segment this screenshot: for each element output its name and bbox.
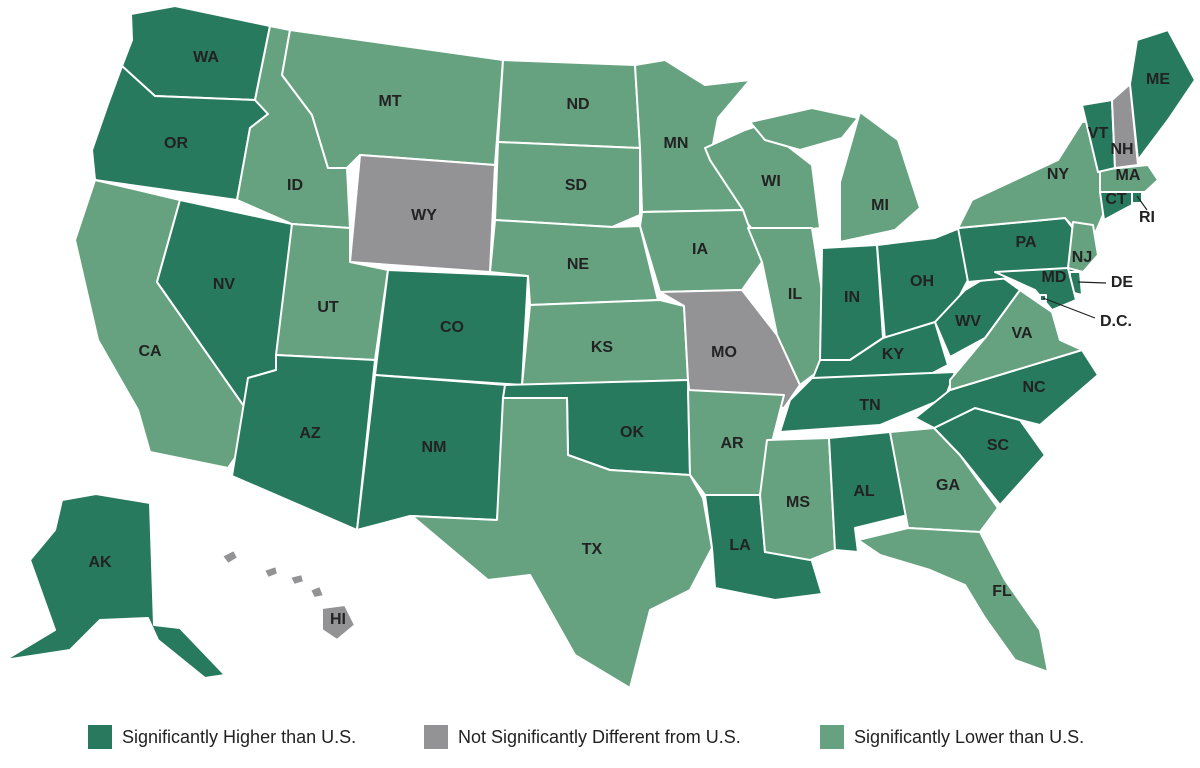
state-il	[747, 227, 829, 386]
state-label-ne: NE	[567, 256, 590, 273]
state-wv	[934, 271, 1021, 358]
state-fl	[857, 527, 1049, 673]
state-label-ri: RI	[1139, 209, 1155, 226]
state-label-md: MD	[1042, 269, 1067, 286]
state-mi	[749, 107, 859, 151]
callout-line-ri	[1136, 195, 1148, 211]
state-labels: WA OR CA NV ID MT WY UT AZ CO NM ND SD NE KS OK TX MN IA MO…	[88, 49, 1170, 628]
state-label-mi: MI	[871, 197, 889, 214]
state-label-tx: TX	[582, 541, 603, 558]
state-label-nh: NH	[1110, 141, 1133, 158]
state-az	[231, 354, 376, 531]
state-label-ky: KY	[882, 346, 905, 363]
state-label-va: VA	[1011, 325, 1032, 342]
legend-swatch-lower	[820, 725, 844, 749]
state-ak	[4, 493, 226, 679]
state-label-hi: HI	[330, 611, 346, 628]
state-tx	[411, 397, 713, 689]
state-label-nv: NV	[213, 276, 236, 293]
state-md	[994, 267, 1077, 311]
state-label-tn: TN	[859, 397, 880, 414]
state-label-wv: WV	[955, 313, 981, 330]
state-label-oh: OH	[910, 273, 934, 290]
state-label-az: AZ	[299, 425, 321, 442]
state-label-wi: WI	[761, 173, 781, 190]
state-label-ia: IA	[692, 241, 708, 258]
state-label-in: IN	[844, 289, 860, 306]
state-hi	[221, 549, 239, 565]
state-label-ny: NY	[1047, 166, 1070, 183]
state-label-id: ID	[287, 177, 303, 194]
state-label-mt: MT	[378, 93, 401, 110]
state-label-ct: CT	[1105, 191, 1127, 208]
label-callouts	[1042, 195, 1148, 319]
state-label-nm: NM	[422, 439, 447, 456]
state-hi	[309, 585, 325, 599]
state-label-vt: VT	[1088, 125, 1109, 142]
state-label-sd: SD	[565, 177, 587, 194]
state-label-la: LA	[729, 537, 751, 554]
state-tn	[779, 371, 956, 433]
state-label-nj: NJ	[1072, 249, 1092, 266]
state-label-or: OR	[164, 135, 188, 152]
state-label-nd: ND	[566, 96, 589, 113]
legend-item-nodiff: Not Significantly Different from U.S.	[424, 724, 741, 750]
state-label-ms: MS	[786, 494, 810, 511]
state-label-me: ME	[1146, 71, 1170, 88]
legend-item-higher: Significantly Higher than U.S.	[88, 724, 356, 750]
state-hi	[289, 573, 305, 586]
state-label-wa: WA	[193, 49, 219, 66]
state-label-nc: NC	[1022, 379, 1046, 396]
state-mn	[634, 59, 751, 213]
state-mi	[839, 111, 921, 243]
state-label-pa: PA	[1015, 234, 1036, 251]
legend-swatch-higher	[88, 725, 112, 749]
state-shapes	[4, 5, 1196, 689]
legend-item-lower: Significantly Lower than U.S.	[820, 724, 1084, 750]
state-label-mn: MN	[664, 135, 689, 152]
legend-label-higher: Significantly Higher than U.S.	[122, 726, 357, 747]
state-me	[1129, 29, 1196, 161]
state-label-ar: AR	[720, 435, 744, 452]
callout-line-dc	[1042, 297, 1096, 319]
state-ma	[1099, 164, 1159, 193]
state-label-al: AL	[853, 483, 875, 500]
state-label-co: CO	[440, 319, 464, 336]
legend: Significantly Higher than U.S. Not Signi…	[0, 718, 1200, 758]
state-label-sc: SC	[987, 437, 1010, 454]
state-label-ca: CA	[138, 343, 162, 360]
legend-label-nodiff: Not Significantly Different from U.S.	[458, 726, 741, 747]
state-label-ga: GA	[936, 477, 960, 494]
state-label-ak: AK	[88, 554, 112, 571]
state-label-ut: UT	[317, 299, 339, 316]
state-hi	[263, 565, 279, 579]
state-label-mo: MO	[711, 344, 737, 361]
state-label-de: DE	[1111, 274, 1134, 291]
state-mo	[659, 289, 801, 409]
state-nj	[1067, 221, 1099, 273]
state-label-dc: D.C.	[1100, 313, 1132, 330]
legend-label-lower: Significantly Lower than U.S.	[854, 726, 1085, 747]
legend-swatch-nodiff	[424, 725, 448, 749]
state-hi	[321, 604, 356, 641]
state-label-ks: KS	[591, 339, 614, 356]
state-label-ok: OK	[620, 424, 644, 441]
state-label-wy: WY	[411, 207, 437, 224]
state-label-ma: MA	[1116, 167, 1141, 184]
callout-line-de	[1077, 281, 1107, 284]
state-label-il: IL	[788, 286, 802, 303]
state-label-fl: FL	[992, 583, 1012, 600]
state-sd	[494, 141, 641, 228]
